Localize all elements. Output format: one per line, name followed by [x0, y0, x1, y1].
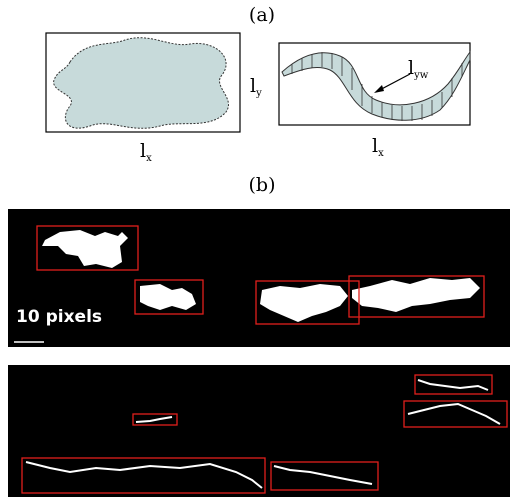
blob-shape	[53, 37, 229, 129]
hatching	[291, 52, 463, 121]
blobs	[42, 230, 480, 322]
image-bottom	[8, 365, 510, 497]
right-box	[278, 42, 471, 126]
symbol: l	[408, 57, 414, 79]
subscript: yw	[413, 70, 429, 81]
symbol: l	[250, 75, 256, 97]
band-shape	[281, 50, 471, 121]
panel-b-label: (b)	[249, 174, 276, 196]
curves	[25, 379, 501, 489]
subscript: x	[146, 153, 152, 164]
left-width-label: lx	[140, 140, 152, 164]
right-width-label: lx	[372, 135, 384, 159]
scale-label: 10 pixels	[16, 307, 102, 327]
subscript: y	[255, 88, 262, 99]
left-height-label: ly	[250, 75, 262, 99]
left-box	[45, 32, 241, 133]
symbol: l	[140, 140, 146, 162]
panel-a-label: (a)	[249, 4, 275, 26]
arrow-head	[374, 85, 384, 93]
bounding-boxes	[36, 225, 485, 325]
band-label: lyw	[408, 57, 429, 81]
symbol: l	[372, 135, 378, 157]
bounding-boxes	[21, 374, 508, 494]
subscript: x	[378, 148, 384, 159]
